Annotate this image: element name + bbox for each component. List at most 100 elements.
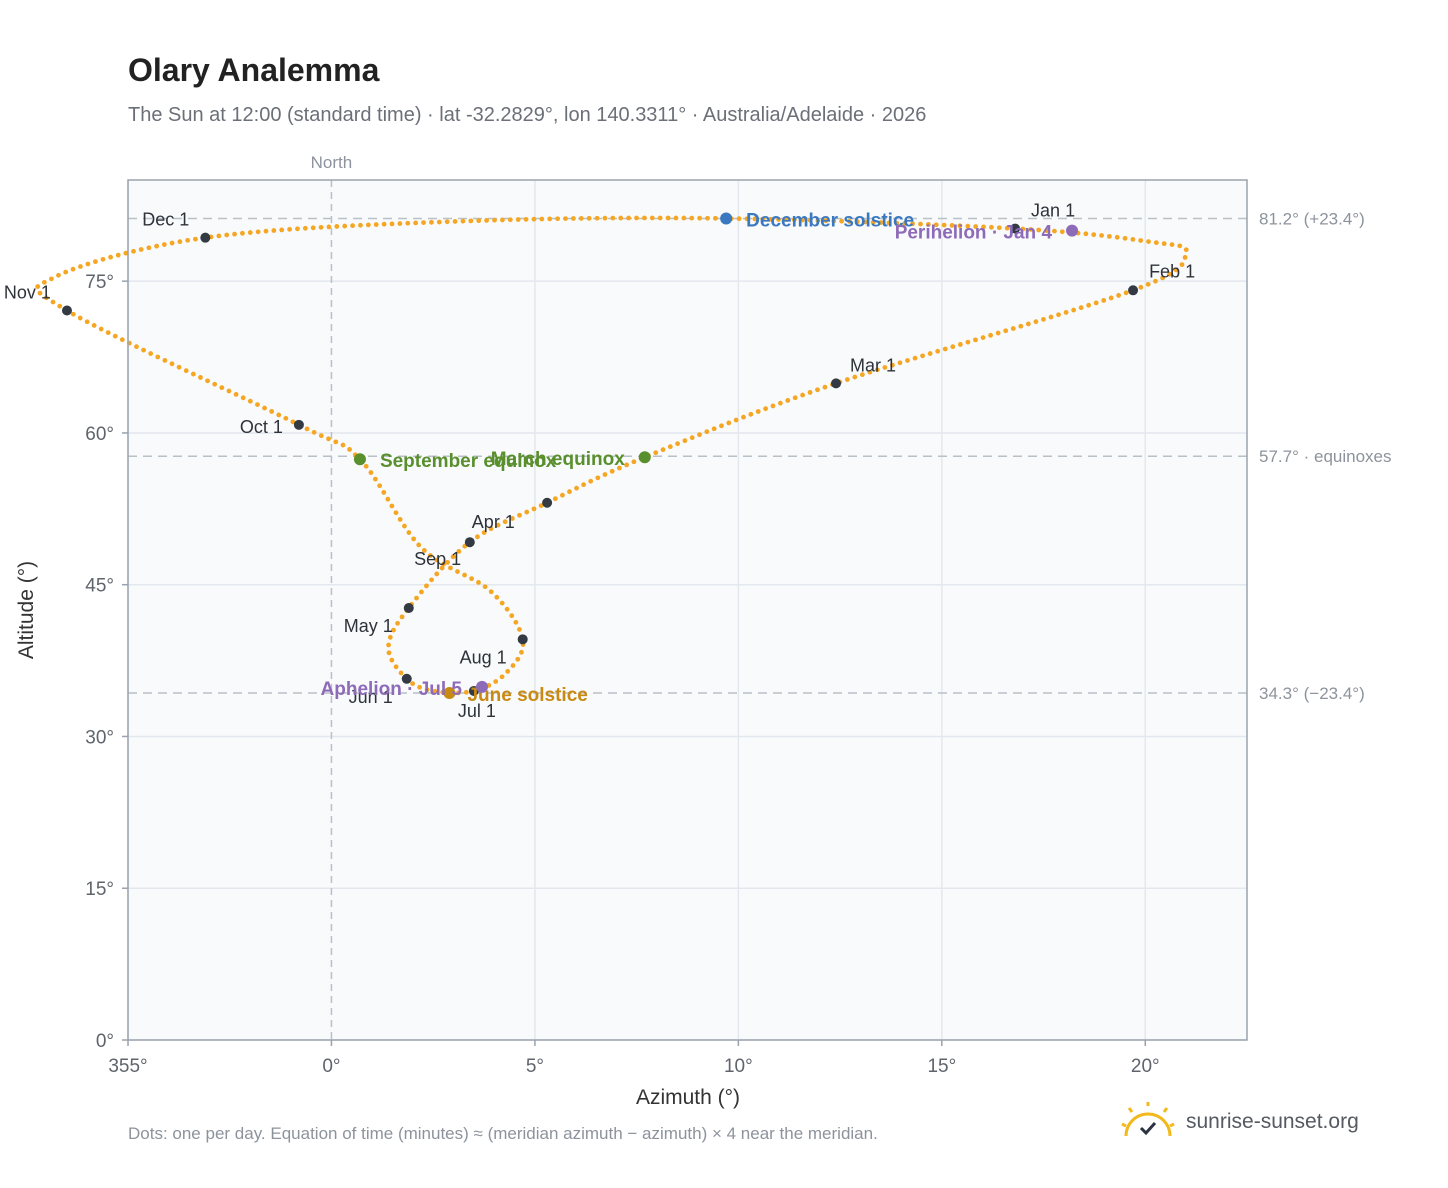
day-dot [350,223,355,229]
day-dot [1048,314,1054,320]
event-marker [720,212,733,225]
day-dot [424,583,429,589]
day-dot [912,355,918,361]
day-dot [515,656,521,662]
day-dot [434,571,440,577]
day-dot [37,290,43,296]
day-dot [417,684,423,690]
day-dot [389,221,395,227]
month-marker-label: May 1 [344,616,393,636]
day-dot [85,261,91,267]
day-dot [502,519,508,525]
day-dot [609,468,615,474]
day-dot [212,381,218,387]
day-dot [910,221,915,227]
day-dot [777,400,783,406]
month-marker [61,305,72,316]
day-dot [515,217,521,222]
day-dot [555,216,561,222]
day-dot [768,216,774,222]
day-dot [98,326,104,332]
y-tick-label: 0° [96,1031,114,1052]
day-dot [523,216,529,222]
day-dot [1083,231,1089,237]
day-dot [1153,240,1159,246]
day-dot [460,218,466,224]
day-dot [1033,319,1039,325]
month-marker [1010,223,1021,234]
day-dot [705,215,710,221]
day-dot [495,522,501,528]
day-dot [870,219,876,225]
day-dot [859,372,865,378]
day-dot [276,412,282,418]
day-dot [547,216,553,222]
month-marker-label: Apr 1 [472,512,515,532]
day-dot [711,426,717,432]
day-dot [595,475,601,481]
day-dot [1145,281,1151,287]
day-dot [138,247,144,252]
brand[interactable]: sunrise-sunset.org [1120,1102,1359,1142]
day-dot [800,392,806,398]
day-dot [815,218,821,223]
plot-frame [127,179,1248,1041]
day-dot [402,523,407,529]
day-dot [148,351,154,356]
day-dot [882,365,888,370]
day-dot [616,465,622,471]
day-dot [581,482,587,488]
day-dot [524,509,530,515]
day-dot [333,439,339,445]
day-dot [957,342,963,347]
day-dot [311,429,317,435]
day-dot [538,503,544,508]
day-dot [791,217,797,223]
day-dot [1101,298,1107,303]
day-dot [673,215,679,221]
day-dot [1052,228,1057,234]
day-dot [377,483,383,489]
day-dot [255,229,261,235]
day-dot [372,476,378,482]
day-dot [493,679,499,684]
month-marker-label: Mar 1 [850,355,896,375]
day-dot [634,215,639,221]
day-dot [1093,300,1099,306]
day-dot [91,323,97,328]
day-dot [1108,295,1114,301]
day-dot [482,584,488,590]
day-dot [185,237,191,243]
day-dot [563,216,568,222]
day-dot [310,225,316,231]
month-marker-label: Feb 1 [1149,261,1195,281]
day-dot [146,245,152,251]
day-dot [421,548,427,553]
day-dot [618,215,624,221]
month-marker [517,634,528,645]
day-dot [517,512,522,518]
footnote: Dots: one per day. Equation of time (min… [128,1124,878,1143]
day-dot [1028,227,1034,232]
event-marker-label: December solstice [746,210,914,231]
day-dot [434,557,440,563]
day-dot [586,215,592,221]
day-dot [894,220,900,226]
day-dot [386,650,392,656]
month-marker [293,419,304,430]
day-dot [123,250,129,256]
day-dot [897,360,903,366]
day-dot [980,335,986,340]
day-dot [941,222,947,228]
day-dot [689,435,695,441]
day-dot [1107,233,1112,239]
day-dot [302,225,308,231]
event-marker [476,680,489,693]
plot-background [128,180,1247,1040]
day-dot [450,554,456,560]
day-dot [226,388,232,394]
day-dot [155,354,161,360]
day-dot [429,577,434,583]
day-dot [675,441,680,447]
day-dot [419,589,424,595]
